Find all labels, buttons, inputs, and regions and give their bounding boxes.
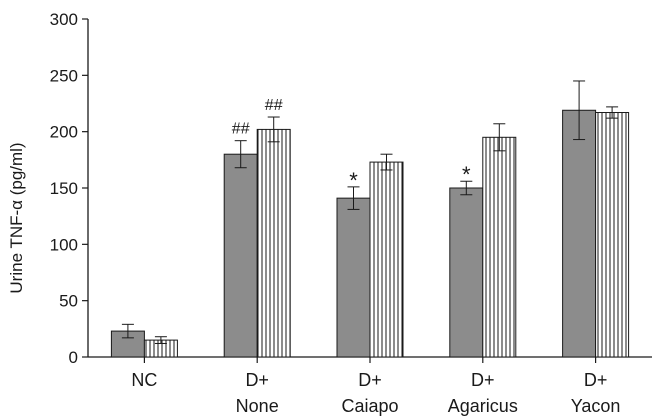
significance-marker: ## [265,97,283,114]
bar [256,128,291,358]
x-tick-label: NC [131,370,157,390]
x-tick-label-line2: None [236,396,279,416]
y-tick-label: 300 [50,10,78,29]
x-tick-label-line2: Yacon [571,396,621,416]
bar [449,187,484,358]
x-tick-label-line2: Agaricus [448,396,518,416]
x-tick-label: D+ [245,370,269,390]
significance-marker: * [349,168,358,193]
y-tick-label: 200 [50,123,78,142]
y-axis-label: Urine TNF-α (pg/ml) [7,142,26,293]
bars: ## ## * * [110,80,630,358]
y-tick-label: 50 [59,292,78,311]
bar [595,112,630,358]
significance-marker: * [462,162,471,187]
x-axis-labels: NC D+ None D+ Caiapo D+ Agaricus D+ Yacon [131,357,620,416]
y-tick-label: 0 [69,348,78,367]
y-tick-label: 250 [50,66,78,85]
x-tick-label: D+ [471,370,495,390]
bar [562,109,597,358]
bar [223,153,258,358]
bar [482,136,517,358]
y-tick-label: 150 [50,179,78,198]
bar [336,197,371,358]
significance-marker: ## [232,121,250,138]
plot-area: 0 50 100 150 200 250 300 ## ## * * NC D+ None D+ Caia… [50,10,652,416]
x-tick-label: D+ [584,370,608,390]
x-tick-label-line2: Caiapo [341,396,398,416]
bar [369,161,404,358]
y-axis-ticks: 0 50 100 150 200 250 300 [50,10,88,367]
x-tick-label: D+ [358,370,382,390]
y-tick-label: 100 [50,235,78,254]
